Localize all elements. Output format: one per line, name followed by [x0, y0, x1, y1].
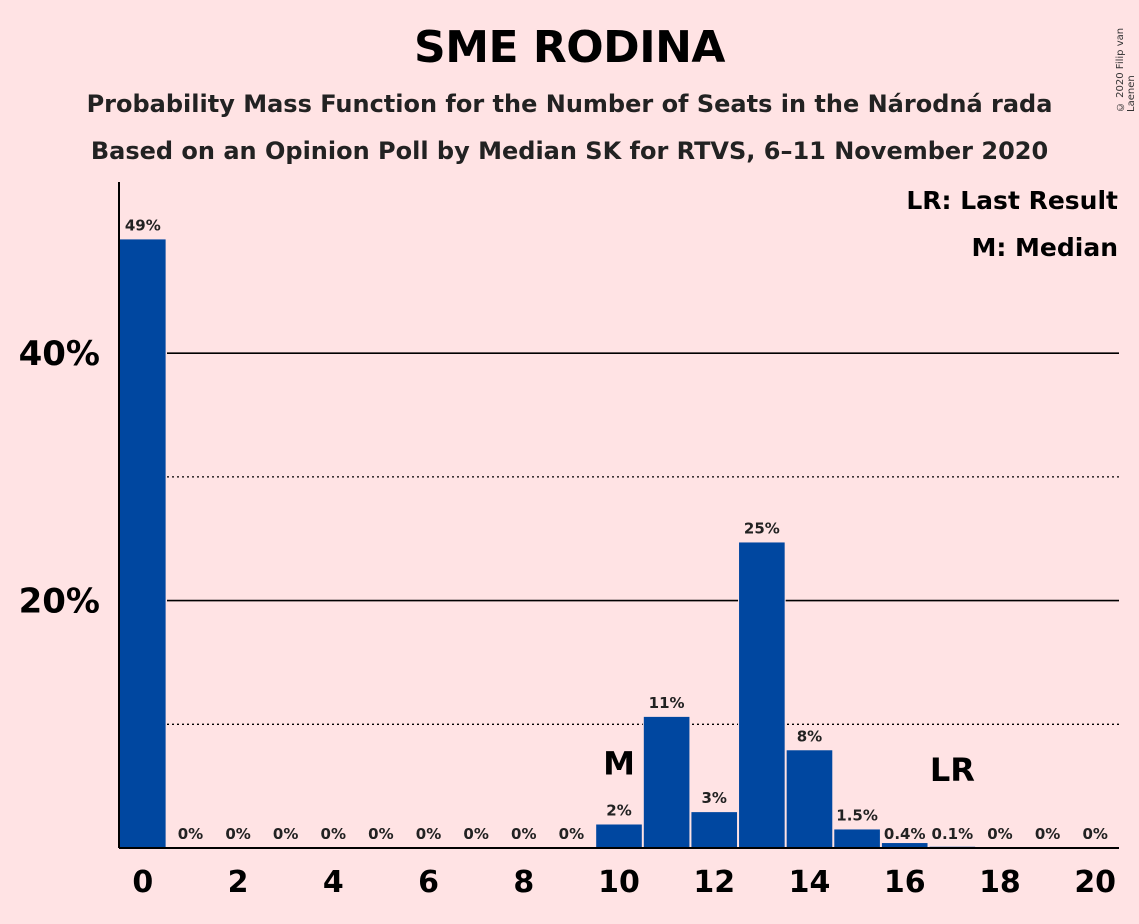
- x-tick-label: 10: [598, 865, 640, 900]
- bar-seat-12: [691, 812, 738, 848]
- data-label-seat-13: 25%: [744, 519, 780, 537]
- data-label-seat-14: 8%: [797, 727, 822, 745]
- bar-seat-10: [596, 824, 642, 848]
- x-tick-label: 18: [979, 865, 1021, 900]
- last-result-marker: LR: [930, 751, 975, 789]
- x-tick-label: 4: [323, 865, 344, 900]
- data-labels: 49% 0% 0% 0% 0% 0% 0% 0% 0% 0% 2% 11% 3% 25% 8% 1.5% 0.4…: [125, 216, 1108, 843]
- legend-median: M: Median: [971, 233, 1118, 262]
- data-label-seat-17: 0.1%: [932, 825, 974, 843]
- x-tick-label: 16: [884, 865, 926, 900]
- bar-seat-15: [834, 829, 880, 848]
- chart-title: SME RODINA: [414, 22, 725, 73]
- x-tick-label: 2: [228, 865, 249, 900]
- x-tick-label: 8: [513, 865, 534, 900]
- data-label-seat-7: 0%: [463, 825, 488, 843]
- bar-seat-16: [881, 843, 928, 848]
- bar-seat-0: [120, 239, 166, 848]
- data-label-seat-11: 11%: [649, 694, 685, 712]
- data-label-seat-1: 0%: [178, 825, 203, 843]
- x-tick-label: 0: [132, 865, 153, 900]
- data-label-seat-18: 0%: [987, 825, 1012, 843]
- x-tick-label: 14: [789, 865, 831, 900]
- data-label-seat-5: 0%: [368, 825, 393, 843]
- axes: [118, 182, 1119, 849]
- median-marker: M: [603, 744, 635, 782]
- data-label-seat-2: 0%: [225, 825, 250, 843]
- data-label-seat-19: 0%: [1035, 825, 1060, 843]
- tick-labels: 0 2 4 6 8 10 12 14 16 18 20 20% 40%: [19, 334, 1116, 900]
- data-label-seat-16: 0.4%: [884, 825, 926, 843]
- data-label-seat-8: 0%: [511, 825, 536, 843]
- x-tick-label: 12: [693, 865, 735, 900]
- data-label-seat-4: 0%: [321, 825, 346, 843]
- bar-seat-14: [786, 750, 833, 848]
- gridlines: [167, 352, 1119, 725]
- bars: [119, 236, 977, 848]
- data-label-seat-10: 2%: [606, 801, 631, 819]
- legend-last-result: LR: Last Result: [906, 186, 1118, 215]
- bar-seat-11: [643, 716, 690, 848]
- markers: M LR: [603, 744, 975, 788]
- x-tick-label: 20: [1074, 865, 1116, 900]
- data-label-seat-12: 3%: [702, 789, 727, 807]
- data-label-seat-20: 0%: [1082, 825, 1107, 843]
- y-tick-label: 40%: [19, 334, 100, 374]
- bar-seat-13: [739, 542, 785, 848]
- data-label-seat-3: 0%: [273, 825, 298, 843]
- data-label-seat-0: 49%: [125, 216, 161, 234]
- chart-subtitle: Probability Mass Function for the Number…: [86, 90, 1053, 118]
- bar-gap: [928, 843, 977, 848]
- x-tick-label: 6: [418, 865, 439, 900]
- y-tick-label: 20%: [19, 582, 100, 622]
- chart-source-note: Based on an Opinion Poll by Median SK fo…: [90, 137, 1049, 165]
- data-label-seat-9: 0%: [559, 825, 584, 843]
- data-label-seat-15: 1.5%: [836, 806, 878, 824]
- data-label-seat-6: 0%: [416, 825, 441, 843]
